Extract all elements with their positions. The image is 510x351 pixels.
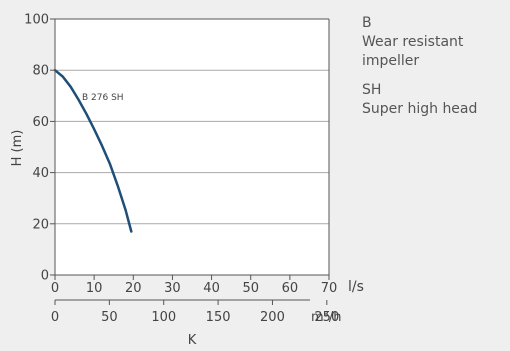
x-tick-primary-label: 0 bbox=[51, 281, 59, 296]
x-tick-primary-label: 70 bbox=[321, 281, 338, 296]
x-ticks-primary: 0 10 20 30 40 50 60 70 bbox=[51, 275, 337, 296]
x-ticks-secondary: 0 50 100 150 200 250 bbox=[51, 300, 339, 325]
plot-background bbox=[55, 19, 329, 275]
x-tick-primary-label: 40 bbox=[203, 281, 220, 296]
legend: B Wear resistant impeller SH Super high … bbox=[362, 14, 510, 129]
x-axis-primary-unit: l/s bbox=[348, 279, 364, 295]
y-tick-label: 20 bbox=[32, 217, 49, 232]
y-axis-label: H (m) bbox=[10, 130, 25, 167]
x-tick-primary-label: 10 bbox=[86, 281, 103, 296]
legend-desc: Super high head bbox=[362, 101, 478, 117]
x-tick-secondary-label: 100 bbox=[151, 310, 176, 325]
y-tick-label: 0 bbox=[41, 269, 49, 284]
x-tick-secondary-label: 200 bbox=[260, 310, 285, 325]
y-tick-label: 40 bbox=[32, 166, 49, 181]
legend-entry-sh: SH Super high head bbox=[362, 81, 510, 119]
x-tick-secondary-label: 50 bbox=[101, 310, 118, 325]
x-tick-secondary-label: 150 bbox=[206, 310, 231, 325]
x-tick-primary-label: 20 bbox=[125, 281, 142, 296]
x-tick-primary-label: 30 bbox=[164, 281, 181, 296]
legend-desc: Wear resistant impeller bbox=[362, 34, 464, 69]
legend-entry-b: B Wear resistant impeller bbox=[362, 14, 510, 71]
legend-code: B bbox=[362, 15, 372, 31]
series-label-b276sh: B 276 SH bbox=[82, 93, 124, 103]
bottom-k-label: K bbox=[188, 333, 197, 347]
y-tick-label: 80 bbox=[32, 64, 49, 79]
gridlines bbox=[55, 69, 329, 225]
y-tick-label: 60 bbox=[32, 115, 49, 130]
x-tick-secondary-label: 0 bbox=[51, 310, 59, 325]
x-tick-secondary-label: 250 bbox=[314, 310, 339, 325]
x-axis-secondary-unit: m³/h bbox=[311, 310, 342, 325]
legend-code: SH bbox=[362, 82, 382, 98]
series-line-b276sh bbox=[53, 68, 133, 233]
x-tick-primary-label: 50 bbox=[242, 281, 259, 296]
x-tick-primary-label: 60 bbox=[282, 281, 299, 296]
y-tick-label: 100 bbox=[24, 13, 49, 28]
y-ticks: 0 20 40 60 80 100 bbox=[24, 13, 55, 284]
